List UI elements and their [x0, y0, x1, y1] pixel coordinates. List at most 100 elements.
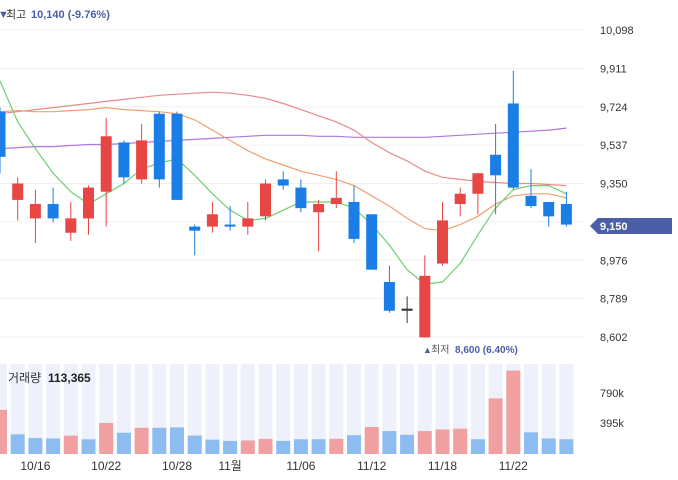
volume-bar: [0, 409, 7, 454]
volume-bar: [382, 431, 397, 454]
price-tick-label: 8,789: [600, 294, 628, 306]
volume-bar: [240, 440, 255, 454]
volume-bar-bg: [311, 364, 326, 454]
volume-bar-bg: [10, 364, 25, 454]
volume-bar-bg: [187, 364, 202, 454]
price-tick-label: 9,911: [600, 63, 627, 75]
volume-bar: [488, 398, 503, 454]
candle-body: [401, 308, 413, 311]
volume-bar-bg: [559, 364, 574, 454]
price-tick-label: 8,602: [600, 332, 628, 344]
volume-bar-bg: [276, 364, 291, 454]
price-tick-label: 9,724: [600, 102, 628, 114]
candle-body: [525, 195, 537, 207]
volume-bar-bg: [541, 364, 556, 454]
low-value: 8,600 (6.40%): [455, 345, 518, 356]
volume-bar: [134, 427, 149, 454]
candle-body: [454, 193, 466, 205]
candle-body: [136, 140, 148, 180]
candle-body: [189, 226, 201, 231]
volume-bar-bg: [470, 364, 485, 454]
price-axis: 10,098 9,911 9,724 9,537 9,350 8,976 8,789 8,60…: [600, 25, 634, 344]
volume-bar: [293, 439, 308, 454]
candle-body: [12, 183, 24, 200]
volume-bar-bg: [240, 364, 255, 454]
price-tick-label: 9,537: [600, 140, 628, 152]
volume-bar-bg: [0, 364, 7, 454]
candle-body: [242, 218, 254, 227]
ma20-line: [0, 106, 567, 232]
volume-bar: [170, 427, 184, 454]
date-tick-label: 11/12: [357, 459, 386, 473]
candle-body: [65, 218, 77, 233]
volume-bar: [524, 432, 538, 454]
volume-bars: [0, 370, 574, 454]
volume-bar: [10, 434, 25, 454]
volume-bar-bg: [46, 364, 61, 454]
candle-body: [206, 214, 218, 227]
candle-body: [224, 224, 236, 227]
volume-bar-bg: [347, 364, 361, 454]
current-price-badge: 9,150: [590, 218, 672, 234]
date-tick-label: 10/28: [162, 459, 192, 473]
volume-bar: [28, 438, 43, 454]
candle-body: [260, 183, 271, 217]
price-tick-label: 9,350: [600, 179, 628, 191]
ma120-line: [0, 127, 567, 150]
volume-bar: [276, 440, 291, 454]
volume-tick-label: 790k: [600, 388, 624, 400]
date-tick-label: 11/06: [286, 459, 315, 473]
candle-body: [313, 204, 325, 213]
candle-body: [490, 154, 502, 176]
price-tick-label: 8,976: [600, 255, 628, 267]
date-tick-label: 11/18: [428, 459, 457, 473]
date-tick-label: 10/22: [91, 459, 121, 473]
candle-body: [0, 111, 6, 157]
ma60-line: [0, 91, 567, 187]
volume-bar-bg: [63, 364, 78, 454]
volume-label: 거래량: [8, 371, 41, 385]
candles: [0, 70, 572, 338]
candle-body: [472, 173, 484, 194]
volume-bar: [205, 439, 220, 454]
candle-body: [543, 201, 555, 217]
candle-body: [118, 142, 130, 178]
date-axis: 10/16 10/22 10/28 11월 11/06 11/12 11/18 11/22: [20, 459, 528, 473]
volume-bar: [347, 435, 361, 454]
volume-bar: [453, 428, 468, 454]
volume-bar-bg: [293, 364, 308, 454]
high-marker-arrow: ▼: [0, 9, 9, 21]
candle-body: [419, 275, 431, 338]
volume-tick-label: 395k: [600, 418, 624, 430]
candle-body: [277, 179, 289, 186]
volume-bar: [46, 438, 61, 454]
volume-bar: [258, 438, 273, 454]
candle-body: [383, 282, 395, 311]
volume-bar-bg: [205, 364, 220, 454]
high-value: 10,140 (-9.76%): [31, 9, 110, 21]
volume-bar: [400, 434, 415, 454]
price-tick-label: 10,098: [600, 25, 634, 37]
date-tick-label: 11월: [218, 459, 242, 473]
low-marker-arrow: ▲: [423, 345, 432, 355]
volume-bar: [364, 427, 379, 454]
volume-axis: 790k 395k: [600, 388, 624, 430]
volume-bar: [311, 439, 326, 454]
candle-body: [29, 204, 41, 219]
volume-bar-bg: [116, 364, 131, 454]
date-tick-label: 10/16: [20, 459, 50, 473]
candle-body: [47, 204, 59, 219]
candle-body: [366, 214, 378, 270]
volume-bar-bg: [329, 364, 344, 454]
volume-bar: [559, 439, 574, 454]
candle-body: [560, 204, 572, 225]
current-price-value: 9,150: [600, 221, 628, 233]
price-gridlines: [0, 29, 585, 338]
volume-bar: [63, 435, 78, 454]
candle-body: [330, 197, 342, 205]
candle-body: [153, 113, 165, 180]
moving-averages: [0, 80, 567, 285]
candle-body: [83, 187, 94, 219]
ma5-line: [0, 80, 567, 285]
volume-bar-bg: [81, 364, 96, 454]
